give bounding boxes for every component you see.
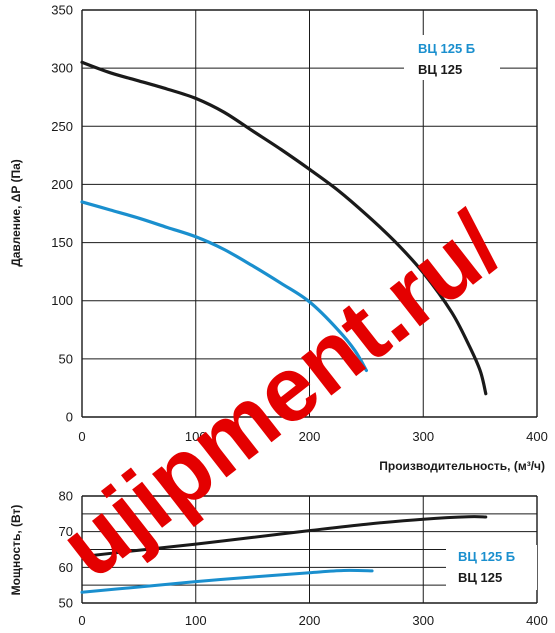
x-tick-label: 300 [412,613,434,628]
legend-label-vc125: ВЦ 125 [458,570,502,585]
y-tick-label: 150 [51,235,73,250]
y-tick-label: 80 [59,489,73,504]
series-line-vc125 [80,515,488,559]
x-tick-label: 200 [299,613,321,628]
x-tick-label: 0 [78,429,85,444]
power-chart-panel: 50 60 70 80 0 100 200 300 400 Мощность, (Вт) ВЦ 12… [9,489,548,629]
x-tick-label: 400 [526,429,548,444]
y-tick-label: 0 [66,410,73,425]
y-tick-label: 300 [51,61,73,76]
legend-label-vc125b: ВЦ 125 Б [458,549,515,564]
x-tick-label: 300 [412,429,434,444]
legend-box [404,35,500,80]
legend-box [446,545,537,590]
pressure-chart-panel: 0 50 100 150 200 250 300 350 0 100 200 300 400 Давлен… [9,3,548,474]
y-axis-title: Давление, ΔP (Па) [9,159,23,267]
series-line-vc125b [80,568,374,594]
y-axis-title: Мощность, (Вт) [9,505,23,596]
x-axis-title: Производительность, (м³/ч) [379,459,545,473]
series-line-vc125 [80,60,488,396]
legend-label-vc125b: ВЦ 125 Б [418,41,475,56]
x-tick-label: 0 [78,613,85,628]
x-tick-label: 400 [526,613,548,628]
y-tick-label: 50 [59,351,73,366]
series-line-vc125b [80,200,368,373]
x-tick-label: 100 [185,429,207,444]
x-tick-label: 200 [299,429,321,444]
y-tick-label: 200 [51,177,73,192]
y-tick-label: 100 [51,293,73,308]
y-tick-label: 350 [51,3,73,18]
watermark-layer: ujipment.ru/ [42,193,520,597]
y-tick-label: 50 [59,596,73,611]
x-tick-label: 100 [185,613,207,628]
watermark-text: ujipment.ru/ [42,193,520,597]
legend-label-vc125: ВЦ 125 [418,62,462,77]
y-tick-label: 70 [59,524,73,539]
y-tick-label: 60 [59,560,73,575]
y-tick-label: 250 [51,119,73,134]
